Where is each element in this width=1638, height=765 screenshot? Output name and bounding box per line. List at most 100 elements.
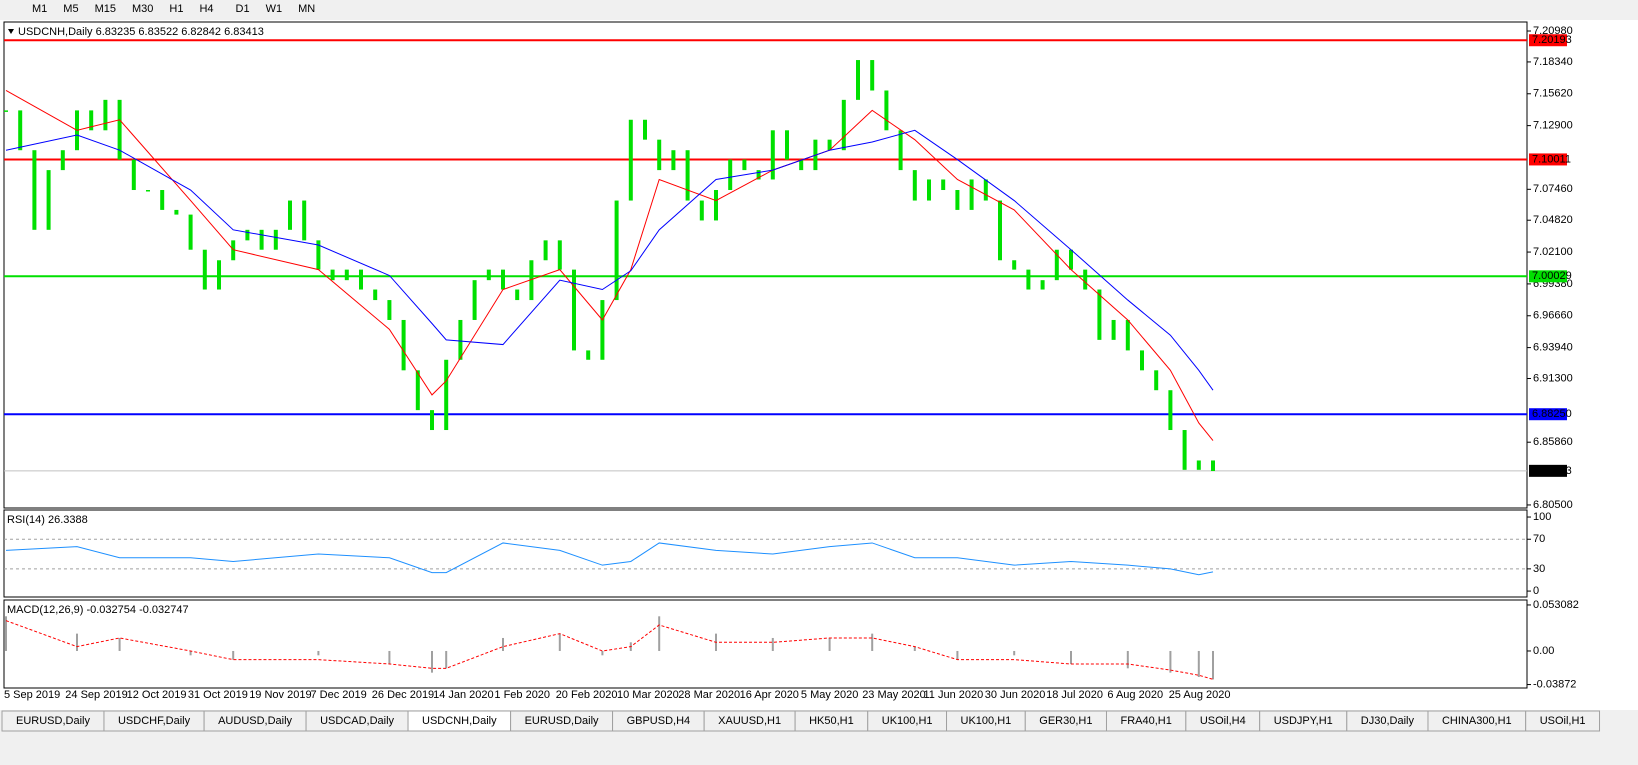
candle: [1154, 370, 1159, 391]
candle: [628, 119, 633, 201]
x-tick-label: 10 Mar 2020: [617, 689, 679, 701]
candle: [430, 410, 434, 431]
timeframe-button[interactable]: M30: [132, 3, 153, 15]
candle: [799, 159, 804, 171]
candle: [302, 200, 307, 241]
candle: [941, 179, 946, 191]
candle: [614, 200, 619, 301]
y-tick-label: 0: [1533, 585, 1539, 597]
toolbar: [0, 0, 1638, 20]
tab-label[interactable]: USOil,H4: [1200, 715, 1246, 727]
x-tick-label: 16 Apr 2020: [740, 689, 799, 701]
macd-bar: [558, 633, 561, 651]
y-tick-label: 7.15620: [1533, 88, 1573, 100]
y-tick-label: -0.03872: [1533, 678, 1576, 690]
tab-label[interactable]: FRA40,H1: [1120, 715, 1171, 727]
candle: [1040, 280, 1045, 290]
timeframe-button[interactable]: M15: [95, 3, 116, 15]
candle: [955, 190, 960, 210]
candle: [998, 200, 1002, 261]
macd-bar: [502, 637, 504, 651]
timeframe-button[interactable]: H4: [199, 3, 213, 15]
timeframe-button[interactable]: W1: [266, 3, 283, 15]
candle: [770, 130, 775, 180]
candle: [202, 249, 207, 290]
chart-window: [0, 20, 1638, 710]
y-tick-label: 100: [1533, 511, 1551, 523]
candle: [501, 269, 505, 290]
tab-label[interactable]: EURUSD,Daily: [525, 715, 599, 727]
macd-bar: [445, 650, 448, 669]
timeframe-button[interactable]: MN: [298, 3, 315, 15]
panel-title: USDCNH,Daily 6.83235 6.83522 6.82842 6.8…: [18, 26, 264, 38]
y-tick-label: 6.80500: [1533, 499, 1573, 511]
tab[interactable]: [1525, 710, 1601, 732]
timeframe-button[interactable]: M5: [63, 3, 78, 15]
y-tick-label: 0.053082: [1533, 599, 1579, 611]
timeframe-button[interactable]: D1: [236, 3, 250, 15]
tab-label[interactable]: XAUUSD,H1: [718, 715, 781, 727]
tab-label[interactable]: DJ30,Daily: [1361, 715, 1415, 727]
macd-bar: [232, 650, 235, 660]
macd-bar: [956, 650, 959, 660]
candle: [884, 90, 889, 131]
candle: [103, 99, 108, 131]
candle: [557, 240, 562, 270]
y-tick-label: 7.02100: [1533, 246, 1573, 258]
tab-label[interactable]: USDCHF,Daily: [118, 715, 191, 727]
tab-label[interactable]: GER30,H1: [1039, 715, 1092, 727]
macd-bar: [388, 650, 391, 664]
tab-label[interactable]: USDJPY,H1: [1274, 715, 1333, 727]
price-label: 6.88250: [1532, 408, 1572, 420]
price-label: 7.20193: [1532, 34, 1572, 46]
y-tick-label: 7.20980: [1533, 25, 1573, 37]
macd-bar: [1197, 650, 1200, 677]
candle: [217, 260, 221, 290]
candle: [898, 130, 903, 171]
candle: [1182, 430, 1187, 470]
tab-label[interactable]: CHINA300,H1: [1442, 715, 1512, 727]
tab-label[interactable]: EURUSD,Daily: [16, 715, 90, 727]
macd-bar: [431, 650, 433, 673]
timeframe-button[interactable]: M1: [32, 3, 47, 15]
macd-bar: [601, 650, 604, 656]
candle: [18, 110, 23, 151]
macd-bar: [828, 637, 831, 651]
macd-panel: [3, 599, 1528, 689]
candle: [841, 99, 846, 151]
x-tick-label: 7 Dec 2019: [311, 689, 367, 701]
candle: [515, 289, 520, 301]
x-tick-label: 1 Feb 2020: [494, 689, 550, 701]
tab-label[interactable]: USDCNH,Daily: [422, 715, 497, 727]
x-tick-label: 23 May 2020: [862, 689, 926, 701]
candle: [657, 139, 662, 171]
tab-label[interactable]: USOil,H1: [1540, 715, 1586, 727]
macd-bar: [5, 616, 7, 651]
tab-label[interactable]: UK100,H1: [961, 715, 1012, 727]
tab-label[interactable]: GBPUSD,H4: [627, 715, 691, 727]
candle: [46, 170, 51, 230]
tab-label[interactable]: AUDUSD,Daily: [218, 715, 292, 727]
candle: [259, 229, 264, 250]
candle: [1168, 390, 1173, 431]
tab-label[interactable]: USDCAD,Daily: [320, 715, 394, 727]
price-label-box: [1529, 153, 1567, 166]
x-tick-label: 26 Dec 2019: [372, 689, 434, 701]
candle: [1083, 269, 1088, 290]
x-tick-label: 19 Nov 2019: [249, 689, 311, 701]
menu-arrow: [8, 29, 14, 34]
x-tick-label: 6 Aug 2020: [1107, 689, 1163, 701]
candle: [1125, 319, 1130, 351]
candle: [288, 200, 292, 230]
macd-bar: [1212, 650, 1214, 680]
candle: [600, 300, 605, 360]
tab-label[interactable]: UK100,H1: [882, 715, 933, 727]
candle: [231, 240, 236, 261]
y-tick-label: 6.91300: [1533, 372, 1573, 384]
timeframe-button[interactable]: H1: [169, 3, 183, 15]
tab-label[interactable]: HK50,H1: [809, 715, 854, 727]
x-tick-label: 25 Aug 2020: [1169, 689, 1231, 701]
candle: [359, 269, 363, 290]
price-label-box: [1529, 464, 1567, 477]
